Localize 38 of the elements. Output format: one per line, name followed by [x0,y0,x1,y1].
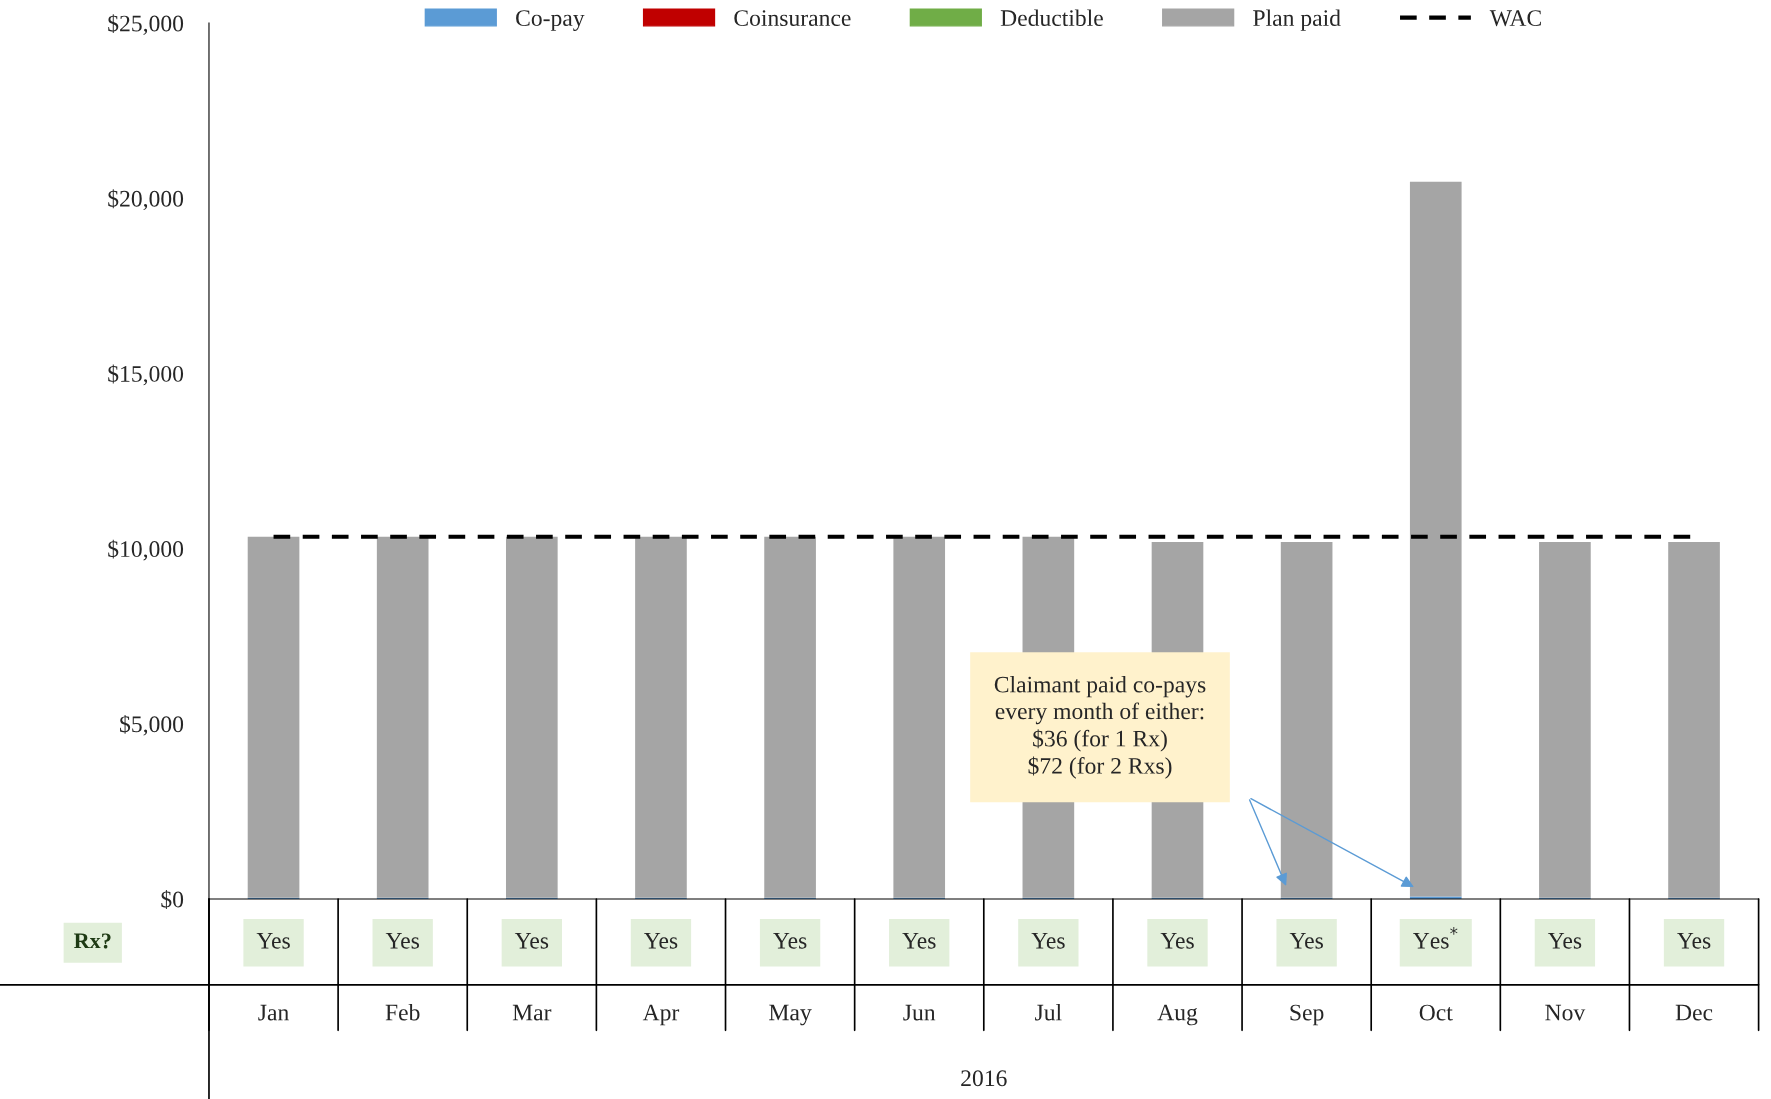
legend-label: Co-pay [516,10,585,31]
annotation: Claimant paid co-pays every month of either: $36 (for 1 Rx) $72 (for 2 Rxs) [994,675,1206,779]
text: Yes [385,932,419,949]
text: Yes [1289,932,1323,949]
x-tick-label: Sep [1290,1004,1324,1026]
legend-label: Deductible [1000,9,1103,27]
text: Yes [1031,932,1065,949]
y-tick-label: $0 [161,890,184,909]
y-tick-label: $5,000 [120,714,184,736]
text: Yes [644,932,678,949]
text: Yes [1160,932,1194,949]
y-tick-label: $20,000 [108,189,184,211]
x-tick-label: Jun [903,1004,936,1021]
text: Yes [902,932,936,949]
x-tick-label: Dec [1675,1004,1713,1021]
text: Yes [1547,932,1582,949]
text: Yes$^{*}$ [1413,927,1458,949]
text: Rx? [74,933,111,949]
x-tick-label: Oct [1419,1004,1453,1021]
text: Yes [514,932,549,949]
legend-label: WAC [1489,10,1541,27]
y-tick-label: $10,000 [108,539,184,561]
x-tick-label: Jan [258,1004,289,1021]
text: Yes [256,932,290,949]
y-tick-label: $15,000 [108,364,184,386]
x-tick-label: Apr [642,1004,680,1026]
x-tick-label: Jul [1035,1003,1062,1021]
text: Yes [1677,932,1711,949]
x-tick-label: Nov [1545,1004,1586,1021]
text: Yes [773,932,807,949]
legend-label: Coinsurance [734,10,851,27]
x-tick-label: May [769,1004,812,1026]
legend-label: Plan paid [1253,9,1341,31]
x-tick-label: Aug [1157,1004,1198,1026]
x-axis-title: 2016 [961,1070,1007,1087]
y-tick-label: $25,000 [108,14,184,35]
x-tick-label: Feb [385,1003,420,1021]
x-tick-label: Mar [512,1004,552,1021]
